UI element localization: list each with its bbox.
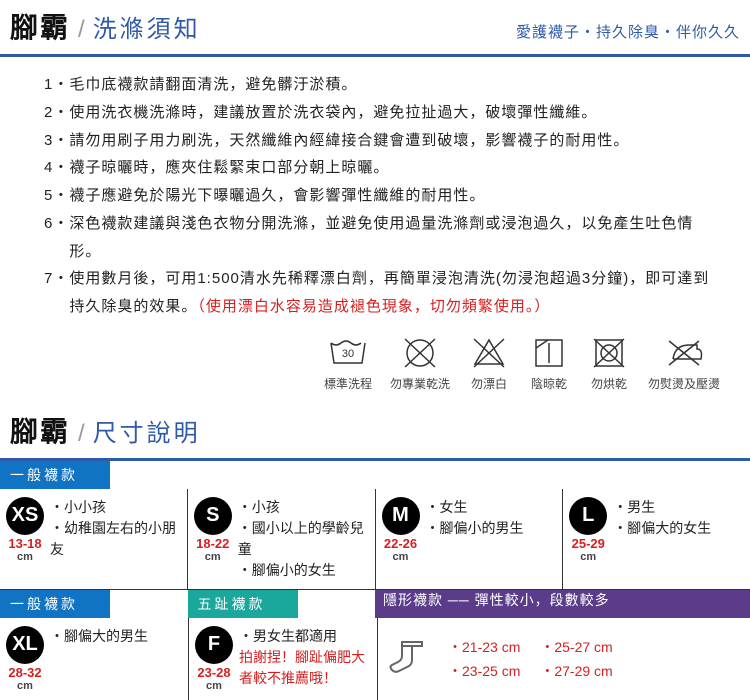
instr-text: 襪子應避免於陽光下曝曬過久，會影響彈性纖維的耐用性。 bbox=[69, 182, 722, 210]
instructions-list: 1・毛巾底襪款請翻面清洗，避免髒汙淤積。2・使用洗衣機洗滌時，建議放置於洗衣袋內… bbox=[0, 57, 750, 331]
care-label: 陰晾乾 bbox=[531, 375, 567, 392]
invisible-ranges: ・21-23 cm ・23-25 cm ・25-27 cm ・27-29 cm bbox=[448, 637, 613, 681]
no-iron-icon: 勿熨燙及壓燙 bbox=[648, 335, 720, 392]
band-row-2: 一般襪款 五趾襪款 隱形襪款 ── 彈性較小，段數較多 bbox=[0, 590, 750, 618]
size-circle-xl: XL bbox=[6, 626, 44, 664]
care-label: 勿烘乾 bbox=[591, 375, 627, 392]
size-row-1: XS13-18cm小小孩幼稚園左右的小朋友S18-22cm小孩國小以上的學齡兒童… bbox=[0, 489, 750, 590]
wash-30-icon: 30 標準洗程 bbox=[324, 335, 372, 392]
size-row-2: XL 28-32cm 腳偏大的男生 F 23-28cm ・男女生都適用 拍謝捏！… bbox=[0, 618, 750, 700]
instruction-item: 3・請勿用刷子用力刷洗，天然纖維內經緯接合鍵會遭到破壞，影響襪子的耐用性。 bbox=[44, 127, 722, 155]
wash-title: 洗滌須知 bbox=[93, 9, 201, 44]
size-desc-f: ・男女生都適用 拍謝捏！腳趾偏肥大者較不推薦哦！ bbox=[239, 626, 371, 689]
instr-text: 請勿用刷子用力刷洗，天然纖維內經緯接合鍵會遭到破壞，影響襪子的耐用性。 bbox=[69, 127, 722, 155]
divider-slash: / bbox=[78, 16, 85, 44]
size-badge: XS13-18cm bbox=[6, 497, 44, 563]
instr-num: 1・ bbox=[44, 71, 69, 99]
size-cell-s: S18-22cm小孩國小以上的學齡兒童腳偏小的女生 bbox=[188, 489, 376, 589]
size-circle: S bbox=[194, 497, 232, 535]
size-section-header: 腳霸 / 尺寸說明 bbox=[0, 404, 750, 461]
instruction-item: 5・襪子應避免於陽光下曝曬過久，會影響彈性纖維的耐用性。 bbox=[44, 182, 722, 210]
svg-text:30: 30 bbox=[342, 348, 354, 360]
sock-icon bbox=[388, 638, 436, 679]
size-cell-xl: XL 28-32cm 腳偏大的男生 bbox=[0, 618, 189, 700]
size-range: 13-18cm bbox=[8, 537, 41, 563]
size-range-f: 23-28cm bbox=[197, 666, 230, 692]
size-circle: XS bbox=[6, 497, 44, 535]
size-cell-m: M22-26cm女生腳偏小的男生 bbox=[376, 489, 564, 589]
tagline: 愛護襪子・持久除臭・伴你久久 bbox=[516, 21, 740, 42]
instr-note: （使用漂白水容易造成褪色現象，切勿頻繁使用。） bbox=[197, 298, 550, 315]
inv-col-1: ・21-23 cm ・23-25 cm bbox=[448, 637, 520, 681]
size-cell-xs: XS13-18cm小小孩幼稚園左右的小朋友 bbox=[0, 489, 188, 589]
care-icons-row: 30 標準洗程 勿專業乾洗 勿漂白 陰晾乾 勿烘乾 勿熨燙及壓燙 bbox=[0, 331, 750, 404]
care-label: 標準洗程 bbox=[324, 375, 372, 392]
band-general-2: 一般襪款 bbox=[0, 590, 188, 618]
instr-num: 4・ bbox=[44, 154, 69, 182]
instruction-item: 1・毛巾底襪款請翻面清洗，避免髒汙淤積。 bbox=[44, 71, 722, 99]
invisible-cell: ・21-23 cm ・23-25 cm ・25-27 cm ・27-29 cm bbox=[378, 618, 750, 700]
band-invisible: 隱形襪款 ── 彈性較小，段數較多 bbox=[375, 590, 750, 618]
band-toe: 五趾襪款 bbox=[188, 590, 376, 618]
size-desc: 男生腳偏大的女生 bbox=[613, 497, 711, 539]
size-circle: L bbox=[569, 497, 607, 535]
size-range-xl: 28-32cm bbox=[8, 666, 41, 692]
size-title: 尺寸說明 bbox=[93, 413, 201, 448]
instr-num: 2・ bbox=[44, 99, 69, 127]
instruction-item: 2・使用洗衣機洗滌時，建議放置於洗衣袋內，避免拉扯過大，破壞彈性纖維。 bbox=[44, 99, 722, 127]
size-badge: S18-22cm bbox=[194, 497, 232, 563]
care-label: 勿專業乾洗 bbox=[390, 375, 450, 392]
instr-num: 3・ bbox=[44, 127, 69, 155]
size-desc: 女生腳偏小的男生 bbox=[426, 497, 524, 539]
instruction-item: 7・使用數月後，可用1:500清水先稀釋漂白劑，再簡單浸泡清洗(勿浸泡超過3分鐘… bbox=[44, 265, 722, 321]
size-range: 25-29cm bbox=[572, 537, 605, 563]
size-range: 22-26cm bbox=[384, 537, 417, 563]
instr-num: 5・ bbox=[44, 182, 69, 210]
size-badge: L25-29cm bbox=[569, 497, 607, 563]
care-label: 勿熨燙及壓燙 bbox=[648, 375, 720, 392]
divider-slash-2: / bbox=[78, 420, 85, 448]
no-bleach-icon: 勿漂白 bbox=[468, 335, 510, 392]
size-cell-f: F 23-28cm ・男女生都適用 拍謝捏！腳趾偏肥大者較不推薦哦！ bbox=[189, 618, 378, 700]
size-desc: 小孩國小以上的學齡兒童腳偏小的女生 bbox=[238, 497, 369, 581]
size-desc: 小小孩幼稚園左右的小朋友 bbox=[50, 497, 181, 560]
band-general-1: 一般襪款 bbox=[0, 461, 750, 489]
instr-num: 7・ bbox=[44, 265, 69, 321]
size-badge-f: F 23-28cm bbox=[195, 626, 233, 692]
instr-text: 襪子晾曬時，應夾住鬆緊束口部分朝上晾曬。 bbox=[69, 154, 722, 182]
inv-col-2: ・25-27 cm ・27-29 cm bbox=[540, 637, 612, 681]
size-circle: M bbox=[382, 497, 420, 535]
care-label: 勿漂白 bbox=[471, 375, 507, 392]
size-desc-xl: 腳偏大的男生 bbox=[50, 626, 148, 647]
instruction-item: 4・襪子晾曬時，應夾住鬆緊束口部分朝上晾曬。 bbox=[44, 154, 722, 182]
no-tumble-icon: 勿烘乾 bbox=[588, 335, 630, 392]
instruction-item: 6・深色襪款建議與淺色衣物分開洗滌，並避免使用過量洗滌劑或浸泡過久，以免產生吐色… bbox=[44, 210, 722, 266]
instr-text: 使用洗衣機洗滌時，建議放置於洗衣袋內，避免拉扯過大，破壞彈性纖維。 bbox=[69, 99, 722, 127]
instr-num: 6・ bbox=[44, 210, 69, 266]
size-cell-l: L25-29cm男生腳偏大的女生 bbox=[563, 489, 750, 589]
no-dryclean-icon: 勿專業乾洗 bbox=[390, 335, 450, 392]
size-range: 18-22cm bbox=[196, 537, 229, 563]
brand-name: 腳霸 bbox=[10, 6, 70, 46]
wash-section-header: 腳霸 / 洗滌須知 愛護襪子・持久除臭・伴你久久 bbox=[0, 0, 750, 57]
brand-name-2: 腳霸 bbox=[10, 410, 70, 450]
instr-text: 毛巾底襪款請翻面清洗，避免髒汙淤積。 bbox=[69, 71, 722, 99]
size-badge: M22-26cm bbox=[382, 497, 420, 563]
size-badge-xl: XL 28-32cm bbox=[6, 626, 44, 692]
instr-text: 使用數月後，可用1:500清水先稀釋漂白劑，再簡單浸泡清洗(勿浸泡超過3分鐘)，… bbox=[69, 265, 722, 321]
size-circle-f: F bbox=[195, 626, 233, 664]
shade-dry-icon: 陰晾乾 bbox=[528, 335, 570, 392]
instr-text: 深色襪款建議與淺色衣物分開洗滌，並避免使用過量洗滌劑或浸泡過久，以免產生吐色情形… bbox=[69, 210, 722, 266]
